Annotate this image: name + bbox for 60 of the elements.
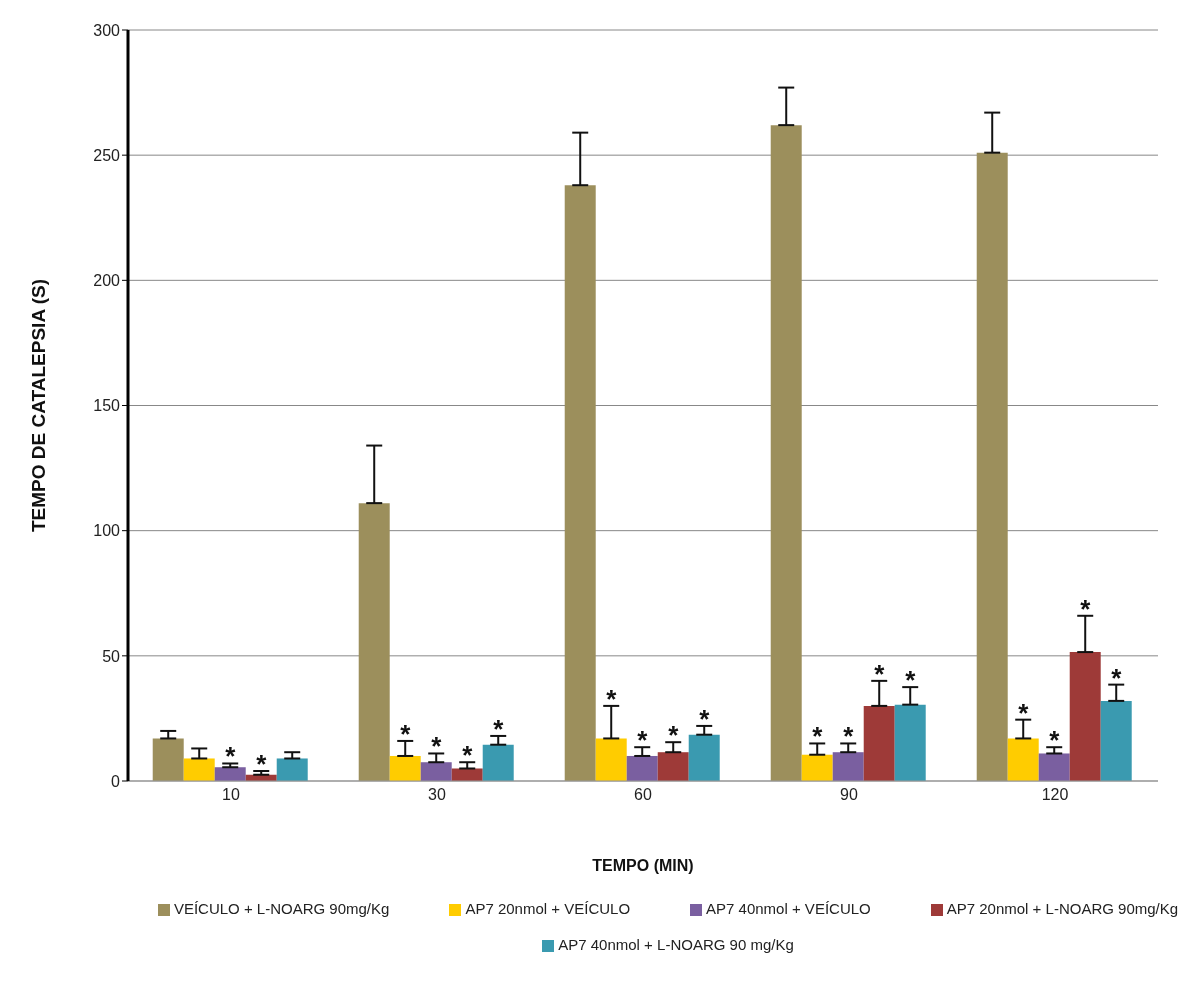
data-label: * <box>225 741 237 772</box>
legend-label: AP7 20nmol + L-NOARG 90mg/Kg <box>946 900 1179 917</box>
legend-label: AP7 40nmol + VEÍCULO <box>706 900 871 917</box>
bar <box>152 738 184 781</box>
bar <box>1069 652 1101 781</box>
data-label: * <box>431 731 443 762</box>
bar <box>595 738 627 781</box>
x-tick-label: 10 <box>222 786 240 804</box>
bar <box>358 503 390 781</box>
bar <box>420 762 452 781</box>
bar <box>801 754 833 781</box>
data-label: * <box>637 725 649 756</box>
data-label: * <box>1111 662 1123 693</box>
bar <box>832 752 864 781</box>
data-label: * <box>606 683 618 714</box>
legend-label: AP7 40nmol + L-NOARG 90 mg/Kg <box>558 936 794 953</box>
y-tick-label: 200 <box>93 272 121 290</box>
data-label: * <box>493 713 505 744</box>
bar <box>1100 700 1132 781</box>
data-label: * <box>905 665 917 696</box>
y-tick-label: 150 <box>93 397 121 415</box>
bar <box>770 125 802 781</box>
data-label: * <box>1049 725 1061 756</box>
data-label: * <box>843 721 855 752</box>
data-label: * <box>462 740 474 771</box>
bar <box>688 734 720 781</box>
bar <box>626 755 658 781</box>
y-tick-label: 250 <box>93 146 121 164</box>
bar <box>1007 738 1039 781</box>
data-label: * <box>1080 593 1092 624</box>
x-tick-label: 90 <box>840 786 858 804</box>
y-tick-label: 100 <box>93 522 121 540</box>
bar <box>894 704 926 781</box>
bar <box>183 758 215 781</box>
x-tick-label: 60 <box>634 786 652 804</box>
x-tick-label: 120 <box>1041 786 1069 804</box>
legend-label: VEÍCULO + L-NOARG 90mg/Kg <box>173 900 390 917</box>
bar <box>389 755 421 781</box>
y-axis-title: TEMPO DE CATALEPSIA (S) <box>27 279 49 532</box>
x-tick-label: 30 <box>428 786 446 804</box>
data-label: * <box>668 720 680 751</box>
data-label: * <box>812 721 824 752</box>
bar <box>1038 753 1070 781</box>
data-label: * <box>874 658 886 689</box>
y-tick-label: 50 <box>102 647 121 665</box>
bar <box>451 768 483 781</box>
bar <box>482 744 514 781</box>
bar <box>564 185 596 781</box>
data-label: * <box>1018 697 1030 728</box>
data-label: * <box>256 748 268 779</box>
data-label: * <box>699 703 711 734</box>
legend-label: AP7 20nmol + VEÍCULO <box>465 900 631 917</box>
bar <box>657 752 689 781</box>
x-axis-title: TEMPO (MIN) <box>592 857 694 874</box>
bar <box>976 152 1008 781</box>
y-tick-label: 0 <box>111 772 121 790</box>
y-tick-label: 300 <box>93 21 121 39</box>
data-label: * <box>400 718 412 749</box>
bar <box>863 705 895 781</box>
bar <box>276 758 308 781</box>
